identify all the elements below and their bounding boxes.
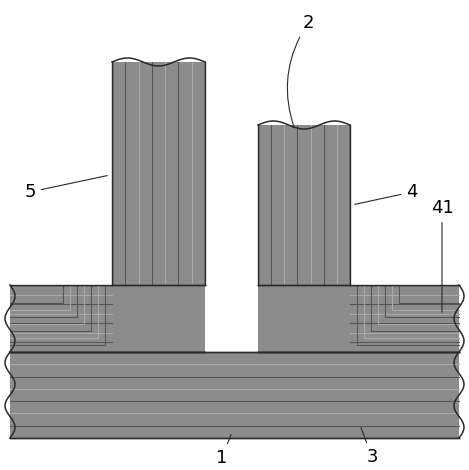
Polygon shape — [0, 0, 112, 285]
Polygon shape — [258, 125, 350, 285]
Text: 2: 2 — [287, 14, 314, 127]
Polygon shape — [258, 285, 350, 352]
Text: 4: 4 — [355, 183, 418, 204]
Text: 5: 5 — [24, 176, 107, 201]
Polygon shape — [350, 0, 469, 285]
Polygon shape — [112, 285, 205, 352]
Polygon shape — [258, 285, 459, 352]
Polygon shape — [112, 62, 205, 285]
Polygon shape — [205, 0, 258, 285]
Text: 41: 41 — [431, 199, 454, 312]
Text: 1: 1 — [216, 435, 231, 467]
Polygon shape — [10, 285, 205, 352]
Text: 3: 3 — [361, 428, 378, 466]
Polygon shape — [10, 352, 459, 438]
